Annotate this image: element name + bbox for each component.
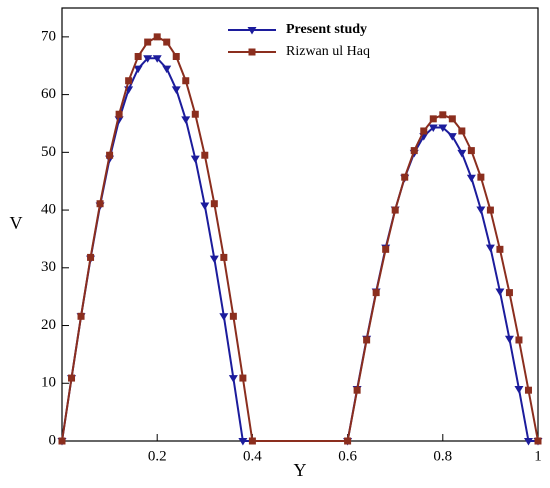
marker [439, 111, 447, 119]
marker [181, 116, 191, 124]
marker [143, 55, 153, 63]
marker [191, 110, 199, 118]
y-tick-label: 20 [41, 317, 56, 333]
x-tick-label: 0.2 [148, 448, 167, 464]
marker [247, 27, 257, 35]
y-tick-label: 10 [41, 375, 56, 391]
x-tick-label: 0.4 [243, 448, 262, 464]
marker [523, 438, 533, 446]
marker [466, 174, 476, 183]
marker [514, 386, 524, 394]
series-line [61, 57, 538, 442]
marker [77, 312, 85, 320]
x-tick-label: 1 [534, 448, 542, 464]
marker [248, 437, 256, 445]
marker [200, 202, 210, 210]
marker [372, 289, 380, 297]
marker [87, 253, 95, 261]
marker [248, 48, 256, 56]
marker [190, 155, 200, 164]
marker [115, 110, 123, 118]
marker [428, 124, 438, 133]
marker [448, 115, 456, 123]
marker [401, 173, 409, 181]
x-tick-label: 0.6 [338, 448, 357, 464]
x-tick-label: 0.8 [433, 448, 452, 464]
marker [391, 206, 399, 214]
marker [420, 127, 428, 135]
marker [219, 313, 229, 321]
y-tick-label: 0 [49, 432, 57, 448]
series-line [61, 35, 539, 442]
y-tick-label: 70 [41, 28, 56, 44]
marker [171, 86, 181, 94]
marker [163, 38, 171, 46]
marker [201, 151, 209, 159]
legend-label: Present study [286, 22, 367, 37]
y-tick-label: 30 [41, 259, 56, 275]
marker [458, 127, 466, 135]
marker [239, 374, 247, 382]
marker [438, 124, 448, 133]
marker [495, 288, 505, 296]
marker [162, 65, 172, 74]
marker [467, 147, 475, 155]
y-tick-label: 50 [41, 144, 56, 160]
marker [363, 336, 371, 344]
marker [238, 438, 248, 446]
marker [144, 38, 152, 46]
marker [114, 116, 124, 124]
y-tick-label: 60 [41, 86, 56, 102]
marker [133, 65, 143, 74]
marker [152, 55, 162, 63]
marker [477, 173, 485, 181]
marker [534, 437, 542, 445]
marker [382, 245, 390, 253]
marker [496, 245, 504, 253]
marker [457, 149, 467, 158]
marker [96, 200, 104, 208]
marker [172, 52, 180, 60]
marker [505, 289, 513, 297]
marker [485, 244, 495, 253]
marker [182, 77, 190, 85]
marker [125, 77, 133, 85]
marker [228, 375, 238, 383]
x-axis-label: Y [294, 460, 307, 480]
marker [429, 115, 437, 123]
marker [353, 386, 361, 394]
marker [134, 52, 142, 60]
marker [210, 200, 218, 208]
plot-frame [61, 7, 539, 442]
marker [209, 255, 219, 264]
marker [106, 151, 114, 159]
marker [153, 33, 161, 41]
marker [410, 147, 418, 155]
y-tick-label: 40 [41, 202, 56, 218]
marker [504, 335, 514, 344]
marker [229, 312, 237, 320]
marker [344, 437, 352, 445]
marker [486, 206, 494, 214]
marker [220, 253, 228, 261]
marker [515, 336, 523, 344]
legend-label: Rizwan ul Haq [286, 44, 370, 59]
y-axis-label: V [10, 213, 23, 233]
marker [58, 437, 66, 445]
marker [68, 374, 76, 382]
marker [447, 133, 457, 141]
marker [524, 386, 532, 394]
marker [476, 206, 486, 214]
